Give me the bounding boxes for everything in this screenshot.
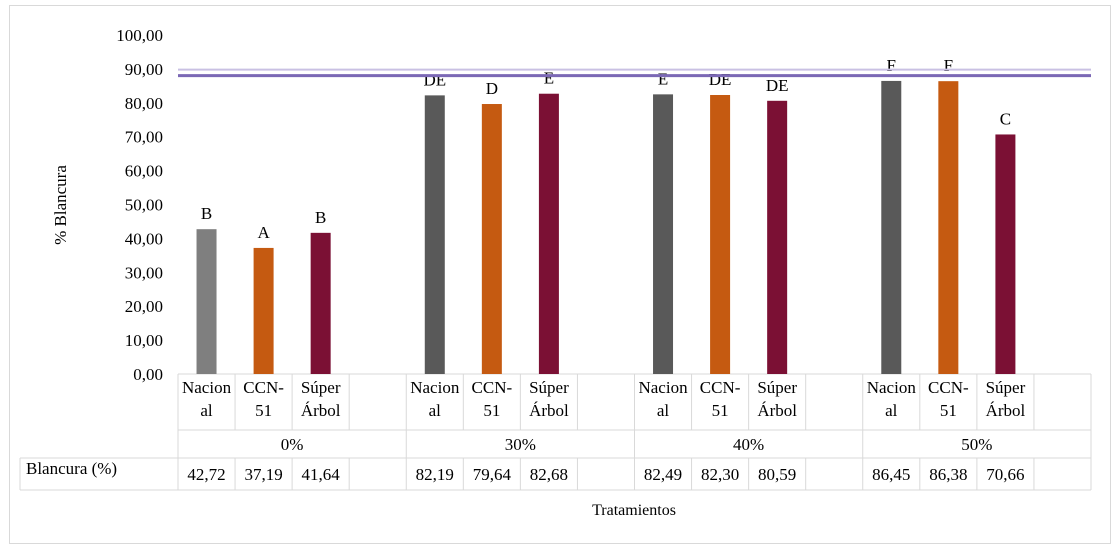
- bar: [881, 80, 902, 374]
- significance-letter: DE: [423, 70, 446, 89]
- y-axis-label: % Blancura: [51, 165, 70, 245]
- table-value: 86,38: [929, 465, 967, 484]
- y-tick-label: 70,00: [125, 128, 163, 147]
- table-value: 79,64: [473, 465, 512, 484]
- group-label: 50%: [961, 435, 992, 454]
- significance-letter: F: [887, 56, 896, 75]
- significance-letter: DE: [766, 76, 789, 95]
- y-tick-label: 30,00: [125, 263, 163, 282]
- y-tick-label: 10,00: [125, 331, 163, 350]
- category-label: al: [885, 401, 898, 420]
- y-tick-label: 50,00: [125, 196, 163, 215]
- table-value: 82,19: [416, 465, 454, 484]
- category-label: CCN-: [700, 378, 741, 397]
- category-label: Árbol: [757, 401, 797, 420]
- category-label: Súper: [301, 378, 341, 397]
- bar: [538, 93, 559, 375]
- chart-frame: [9, 5, 1111, 544]
- y-tick-label: 20,00: [125, 297, 163, 316]
- category-label: Árbol: [529, 401, 569, 420]
- category-label: Árbol: [301, 401, 341, 420]
- y-tick-label: 60,00: [125, 162, 163, 181]
- bar: [653, 94, 674, 375]
- bar: [767, 100, 788, 374]
- category-label: Súper: [986, 378, 1026, 397]
- significance-letter: B: [201, 204, 212, 223]
- significance-letter: E: [544, 69, 554, 88]
- table-value: 82,30: [701, 465, 739, 484]
- category-label: al: [200, 401, 213, 420]
- table-row-label: Blancura (%): [26, 459, 117, 478]
- group-label: 0%: [281, 435, 304, 454]
- table-value: 80,59: [758, 465, 796, 484]
- category-label: Súper: [529, 378, 569, 397]
- significance-letter: A: [257, 223, 270, 242]
- category-label: Árbol: [986, 401, 1026, 420]
- table-value: 82,68: [530, 465, 568, 484]
- table-value: 41,64: [302, 465, 341, 484]
- category-label: al: [657, 401, 670, 420]
- y-tick-label: 0,00: [133, 365, 163, 384]
- category-label: CCN-: [243, 378, 284, 397]
- y-tick-label: 80,00: [125, 94, 163, 113]
- bar: [710, 95, 731, 375]
- category-label: Nacion: [410, 378, 460, 397]
- category-label: CCN-: [472, 378, 513, 397]
- category-label: CCN-: [928, 378, 969, 397]
- category-label: 51: [940, 401, 957, 420]
- bar: [310, 232, 331, 374]
- bar: [995, 134, 1016, 374]
- y-tick-label: 100,00: [116, 26, 163, 45]
- bar: [481, 104, 502, 375]
- y-tick-label: 40,00: [125, 229, 163, 248]
- group-label: 40%: [733, 435, 764, 454]
- significance-letter: F: [944, 56, 953, 75]
- y-tick-label: 90,00: [125, 60, 163, 79]
- category-label: 51: [483, 401, 500, 420]
- significance-letter: D: [486, 79, 498, 98]
- category-label: Nacion: [867, 378, 917, 397]
- table-value: 86,45: [872, 465, 910, 484]
- significance-letter: E: [658, 69, 668, 88]
- category-label: 51: [712, 401, 729, 420]
- category-label: al: [429, 401, 442, 420]
- table-value: 82,49: [644, 465, 682, 484]
- bar: [196, 229, 217, 374]
- table-value: 42,72: [187, 465, 225, 484]
- x-axis-label: Tratamientos: [592, 502, 676, 519]
- table-value: 37,19: [244, 465, 282, 484]
- category-label: Súper: [757, 378, 797, 397]
- category-label: Nacion: [182, 378, 232, 397]
- table-value: 70,66: [986, 465, 1024, 484]
- significance-letter: C: [1000, 109, 1011, 128]
- significance-letter: DE: [709, 70, 732, 89]
- category-label: Nacion: [638, 378, 688, 397]
- bar: [938, 81, 959, 374]
- bar: [424, 95, 445, 374]
- category-label: 51: [255, 401, 272, 420]
- significance-letter: B: [315, 208, 326, 227]
- bar: [253, 247, 274, 374]
- group-label: 30%: [505, 435, 536, 454]
